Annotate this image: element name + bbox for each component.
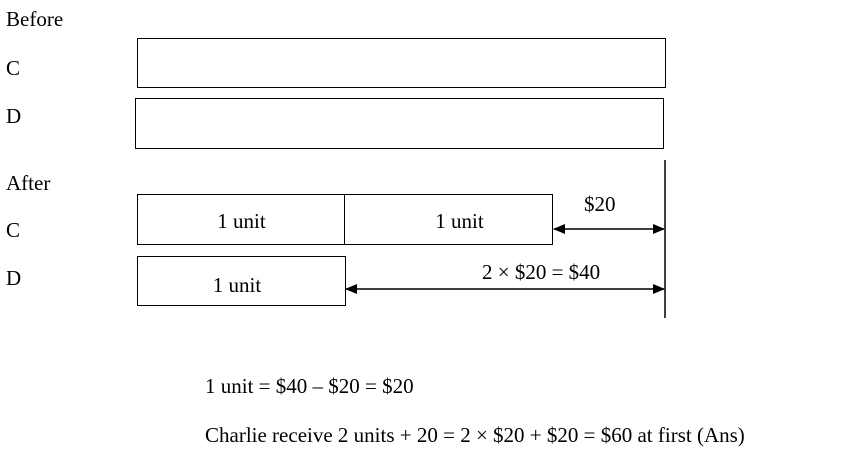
after-c-unit-1-label: 1 unit: [217, 209, 266, 233]
solution-line-1: 1 unit = $40 – $20 = $20: [205, 374, 414, 398]
after-d-extra-label: 2 × $20 = $40: [482, 260, 601, 284]
after-c-extra-label: $20: [584, 192, 616, 216]
before-c-label: C: [6, 56, 21, 80]
after-d-label: D: [6, 266, 22, 290]
after-c-unit-1: [137, 194, 346, 245]
before-c-bar: [137, 38, 666, 88]
after-d-unit-1-label: 1 unit: [212, 273, 262, 297]
solution-line-2: Charlie receive 2 units + 20 = 2 × $20 +…: [205, 423, 745, 447]
before-d-bar: [135, 98, 664, 149]
before-heading: Before: [6, 7, 64, 31]
after-c-unit-2-label: 1 unit: [435, 209, 484, 233]
after-heading: After: [6, 171, 51, 195]
after-c-label: C: [6, 218, 21, 242]
before-d-label: D: [6, 104, 22, 128]
after-c-unit-2: [344, 194, 553, 245]
after-d-unit-1: [137, 256, 346, 306]
